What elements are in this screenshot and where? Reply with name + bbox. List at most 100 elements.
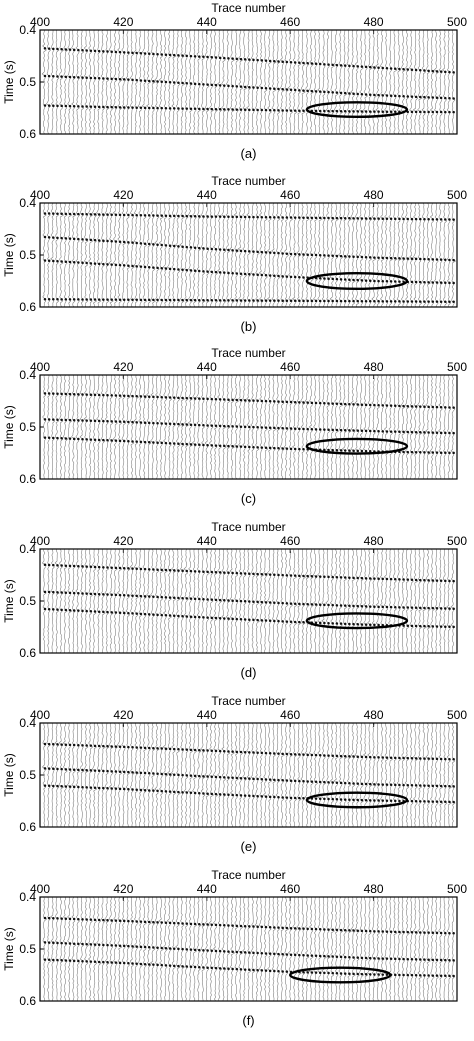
event-point (81, 565, 84, 568)
trace (292, 896, 298, 1002)
event-point (348, 929, 351, 932)
trace (80, 548, 85, 654)
trace (250, 29, 255, 135)
event-point (185, 107, 188, 110)
trace (138, 896, 144, 1002)
event-point (327, 781, 330, 784)
event-point (218, 793, 222, 796)
event-point (239, 599, 243, 603)
event-point (93, 786, 97, 790)
trace (229, 896, 236, 1002)
trace (400, 29, 406, 135)
event-point (89, 565, 93, 569)
event-point (218, 271, 222, 274)
trace (263, 202, 268, 308)
trace (358, 29, 365, 135)
event-point (360, 929, 364, 933)
event-point (444, 974, 447, 978)
event-point (298, 620, 301, 624)
trace (116, 722, 123, 828)
event-series-3 (43, 104, 455, 114)
event-point (356, 755, 359, 758)
trace (384, 29, 389, 135)
trace (247, 548, 251, 654)
event-point (402, 280, 405, 283)
event-point (435, 405, 439, 409)
event-point (277, 216, 280, 219)
event-point (427, 258, 430, 261)
trace (62, 722, 68, 828)
event-point (193, 246, 197, 249)
event-point (185, 54, 188, 58)
event-point (206, 923, 209, 926)
event-point (423, 405, 426, 408)
trace (421, 896, 427, 1002)
event-point (439, 281, 443, 284)
y-axis-title: Time (s) (2, 233, 16, 277)
event-point (81, 609, 84, 613)
event-point (118, 77, 122, 81)
event-point (339, 216, 343, 220)
event-point (110, 787, 113, 790)
event-point (448, 406, 451, 409)
event-point (439, 110, 443, 114)
event-point (273, 795, 276, 799)
event-point (131, 264, 134, 268)
event-point (114, 787, 118, 790)
event-point (231, 57, 234, 60)
trace (146, 722, 151, 828)
trace (133, 548, 139, 654)
event-point (139, 52, 143, 55)
trace (375, 374, 380, 480)
event-point (373, 756, 376, 759)
event-point (448, 281, 451, 285)
event-point (431, 800, 435, 803)
trace (96, 374, 101, 480)
event-point (227, 108, 230, 111)
event-point (43, 212, 47, 215)
event-point (427, 931, 430, 934)
event-point (97, 262, 101, 266)
event-point (264, 426, 268, 429)
event-point (164, 267, 168, 270)
event-point (435, 110, 439, 114)
trace (50, 29, 55, 135)
event-point (114, 213, 118, 217)
event-point (60, 47, 63, 51)
event-point (452, 281, 455, 285)
event-point (377, 623, 380, 627)
event-point (356, 956, 359, 959)
trace (192, 29, 197, 135)
event-point (198, 966, 201, 969)
event-point (172, 596, 176, 600)
trace (201, 548, 205, 654)
event-point (414, 95, 418, 99)
event-point (256, 968, 259, 972)
event-point (248, 425, 251, 429)
event-point (452, 607, 455, 610)
event-point (64, 768, 68, 771)
trace (137, 29, 142, 135)
event-point (406, 404, 410, 408)
event-point (177, 422, 180, 426)
event-point (185, 615, 188, 618)
event-point (256, 951, 259, 955)
trace (412, 722, 419, 828)
event-point (285, 60, 289, 64)
event-point (147, 746, 151, 750)
event-point (85, 105, 88, 108)
trace (258, 896, 263, 1002)
event-point (181, 81, 184, 85)
event-point (189, 214, 193, 218)
event-point (402, 624, 405, 627)
plot-frame (39, 722, 458, 828)
event-point (452, 932, 455, 935)
event-point (331, 754, 334, 758)
trace (217, 29, 223, 135)
trace (50, 202, 55, 308)
event-point (56, 564, 59, 567)
event-point (131, 106, 134, 109)
event-point (127, 611, 130, 615)
event-point (343, 91, 347, 95)
event-point (289, 109, 293, 112)
